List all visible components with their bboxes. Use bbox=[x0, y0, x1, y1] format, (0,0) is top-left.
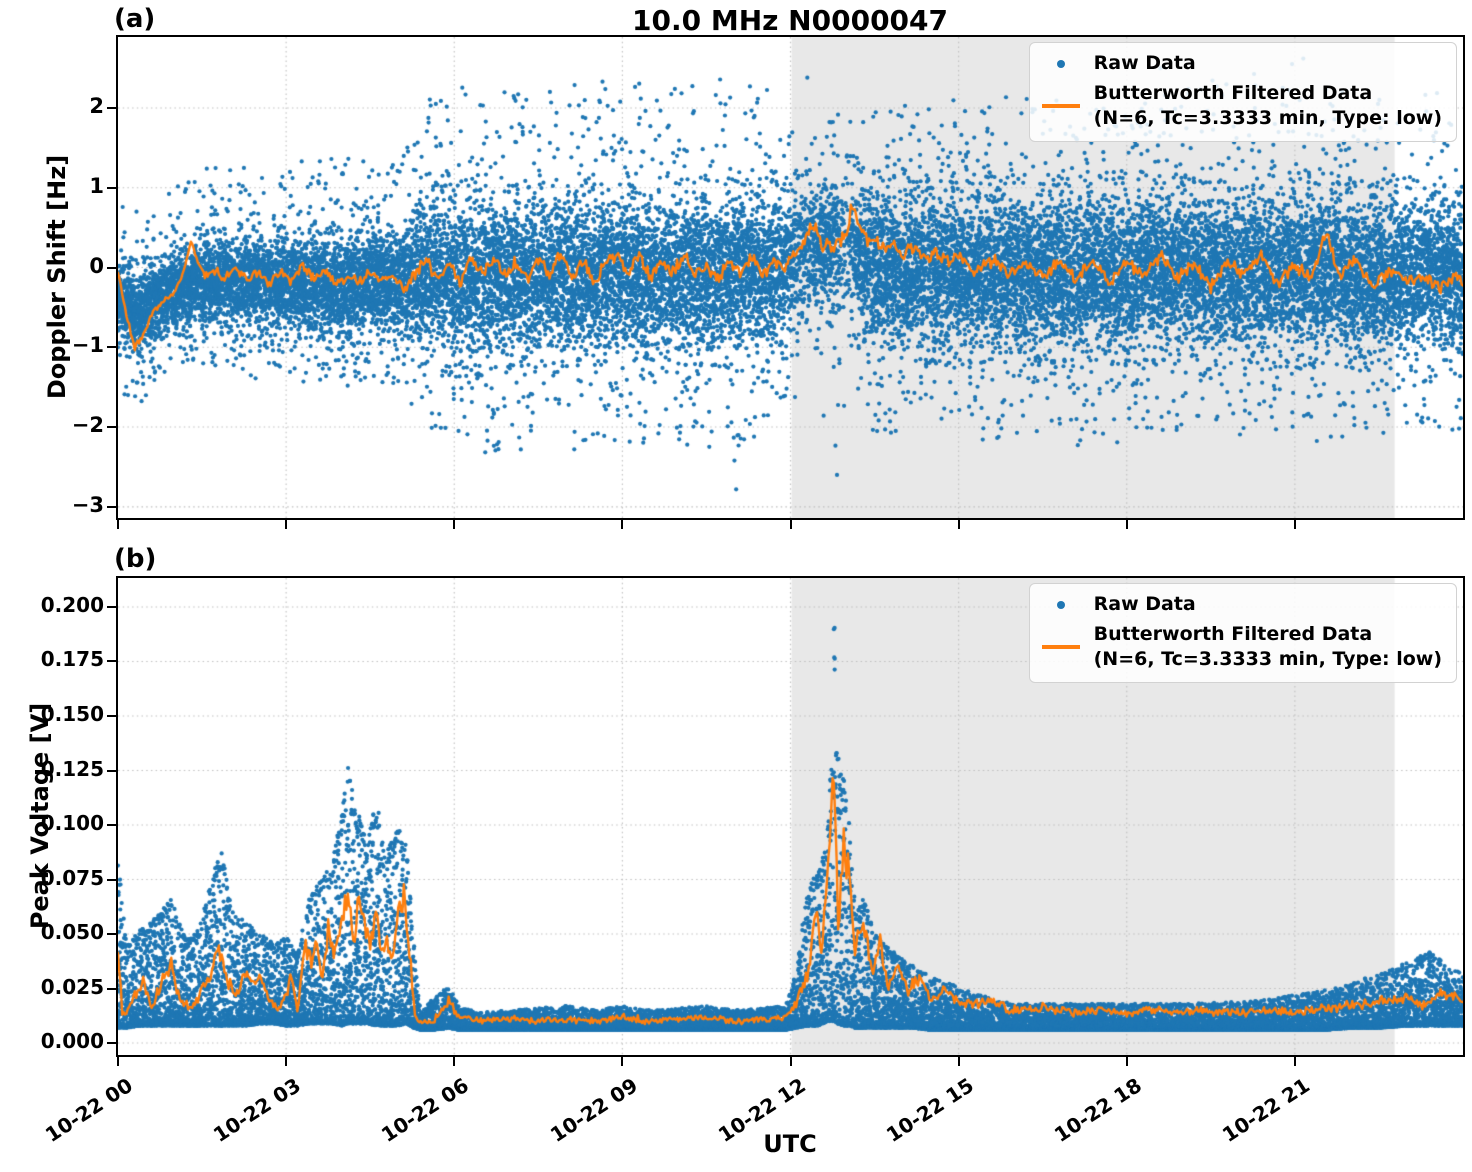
x-tick-mark bbox=[957, 1057, 960, 1066]
legend-filtered-label-line2: (N=6, Tc=3.3333 min, Type: low) bbox=[1093, 648, 1442, 671]
y-tick-mark bbox=[107, 824, 116, 826]
y-tick-mark bbox=[107, 186, 116, 189]
y-tick-label: −3 bbox=[71, 492, 104, 517]
y-tick-label: 0.175 bbox=[40, 647, 104, 672]
y-tick-label: 0.050 bbox=[40, 920, 104, 944]
y-tick-mark bbox=[107, 346, 116, 349]
y-tick-label: −2 bbox=[71, 413, 104, 438]
y-tick-mark bbox=[107, 933, 116, 935]
y-tick-mark bbox=[107, 605, 116, 608]
x-axis-label: UTC bbox=[763, 1130, 817, 1158]
x-tick-mark bbox=[453, 1057, 456, 1066]
y-tick-label: 1 bbox=[89, 173, 104, 198]
legend-filtered-entry: Butterworth Filtered Data (N=6, Tc=3.333… bbox=[1041, 622, 1442, 673]
legend-raw-entry: Raw Data bbox=[1042, 51, 1442, 77]
panel-b-label: (b) bbox=[114, 544, 157, 574]
y-tick-label: 0.125 bbox=[40, 756, 104, 781]
x-tick-mark bbox=[453, 520, 456, 529]
y-tick-mark bbox=[107, 769, 116, 772]
y-tick-label: 0.025 bbox=[40, 974, 104, 999]
legend-filtered-label-line1: Butterworth Filtered Data bbox=[1093, 622, 1373, 645]
y-tick-label: 0.150 bbox=[40, 701, 104, 726]
raw-data-dot-marker bbox=[1056, 59, 1065, 68]
legend-filtered-label-line2: (N=6, Tc=3.3333 min, Type: low) bbox=[1093, 107, 1442, 130]
y-tick-mark bbox=[107, 1042, 116, 1044]
x-tick-mark bbox=[957, 520, 960, 529]
x-tick-mark bbox=[621, 1057, 624, 1066]
y-tick-label: 0.000 bbox=[40, 1029, 104, 1053]
x-tick-mark bbox=[117, 1057, 119, 1066]
y-tick-label: 0.100 bbox=[40, 811, 104, 835]
x-tick-mark bbox=[1125, 1057, 1128, 1066]
x-tick-label: 10-22 03 bbox=[209, 1073, 306, 1147]
y-tick-mark bbox=[107, 660, 116, 663]
legend-raw-entry: Raw Data bbox=[1042, 592, 1442, 618]
y-tick-label: 0.200 bbox=[40, 592, 104, 617]
y-tick-mark bbox=[107, 426, 116, 429]
x-tick-mark bbox=[1293, 520, 1296, 529]
x-tick-mark bbox=[285, 1057, 288, 1066]
x-tick-label: 10-22 06 bbox=[377, 1073, 474, 1147]
legend-filtered-label-line1: Butterworth Filtered Data bbox=[1093, 81, 1373, 104]
y-tick-mark bbox=[107, 987, 116, 990]
y-tick-label: 0 bbox=[89, 253, 104, 278]
x-tick-mark bbox=[621, 520, 624, 529]
y-tick-mark bbox=[107, 505, 116, 508]
x-tick-label: 10-22 00 bbox=[41, 1073, 138, 1147]
x-tick-mark bbox=[789, 1057, 792, 1066]
x-tick-mark bbox=[117, 520, 119, 529]
legend-raw-label: Raw Data bbox=[1093, 593, 1196, 615]
plot-area-voltage: Raw Data Butterworth Filtered Data (N=6,… bbox=[116, 576, 1465, 1057]
filtered-line-marker bbox=[1041, 104, 1080, 109]
y-tick-mark bbox=[107, 266, 116, 269]
x-tick-label: 10-22 15 bbox=[881, 1073, 978, 1147]
x-tick-label: 10-22 21 bbox=[1218, 1073, 1314, 1147]
x-tick-mark bbox=[1125, 520, 1128, 529]
x-tick-mark bbox=[789, 520, 792, 529]
plot-area-doppler: Raw Data Butterworth Filtered Data (N=6,… bbox=[116, 35, 1465, 520]
y-tick-mark bbox=[107, 106, 116, 109]
legend-b: Raw Data Butterworth Filtered Data (N=6,… bbox=[1028, 583, 1457, 683]
y-tick-label: 2 bbox=[89, 93, 104, 118]
y-tick-label: 0.075 bbox=[40, 865, 104, 890]
x-tick-label: 10-22 18 bbox=[1049, 1073, 1146, 1147]
y-tick-mark bbox=[107, 714, 116, 717]
legend-filtered-entry: Butterworth Filtered Data (N=6, Tc=3.333… bbox=[1041, 81, 1442, 132]
legend-a: Raw Data Butterworth Filtered Data (N=6,… bbox=[1028, 42, 1457, 142]
x-tick-mark bbox=[285, 520, 288, 529]
y-tick-label: −1 bbox=[71, 333, 104, 358]
x-tick-mark bbox=[1293, 1057, 1296, 1066]
figure-title: 10.0 MHz N0000047 bbox=[632, 4, 948, 37]
y-tick-mark bbox=[107, 878, 116, 881]
x-tick-label: 10-22 09 bbox=[545, 1073, 642, 1147]
filtered-line-marker bbox=[1041, 645, 1080, 650]
panel-a-label: (a) bbox=[114, 4, 156, 34]
legend-raw-label: Raw Data bbox=[1093, 52, 1196, 74]
raw-data-dot-marker bbox=[1056, 600, 1065, 609]
